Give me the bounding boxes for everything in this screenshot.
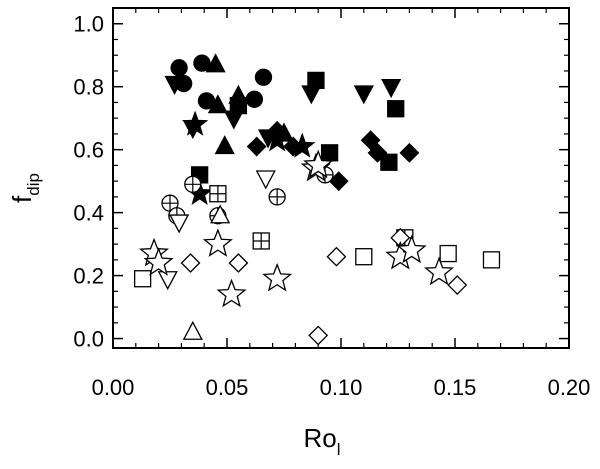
- open-star-point: [202, 228, 233, 257]
- open-square-plus-point-cross: [253, 232, 270, 249]
- filled-triangle-down-point: [381, 79, 402, 99]
- open-diamond-point: [447, 275, 468, 295]
- filled-triangle-down-point: [353, 85, 374, 105]
- open-circle-plus-point-cross: [184, 176, 201, 193]
- open-circle-plus-point-cross: [162, 195, 178, 212]
- filled-diamond-point: [367, 142, 388, 163]
- open-diamond-point: [228, 253, 249, 273]
- filled-circle-point: [170, 59, 188, 77]
- open-triangle-down-point: [169, 214, 190, 234]
- filled-triangle-down-point: [164, 75, 185, 95]
- open-triangle-down-point: [157, 271, 178, 291]
- open-triangle-up-point: [182, 320, 203, 340]
- y-tick-label: 0.0: [73, 327, 104, 352]
- filled-diamond-point: [360, 130, 381, 151]
- open-square-plus-point-cross: [209, 185, 226, 202]
- filled-circle-point: [245, 90, 264, 108]
- y-tick-label: 0.2: [73, 264, 104, 289]
- open-star-point: [262, 262, 293, 292]
- open-star-point: [143, 247, 174, 276]
- axis-ticks: [112, 8, 570, 348]
- x-tick-label: 0.00: [92, 375, 135, 400]
- filled-square-point: [387, 100, 405, 118]
- y-tick-label: 0.4: [73, 201, 104, 226]
- open-square-point: [133, 270, 152, 288]
- y-tick-label: 0.6: [73, 138, 104, 163]
- x-tick-label: 0.15: [434, 375, 477, 400]
- filled-circle-point: [193, 54, 211, 72]
- x-axis-label-sub: l: [337, 440, 341, 459]
- x-axis-label: Rol: [303, 423, 340, 459]
- filled-triangle-up-point: [214, 135, 235, 155]
- filled-diamond-point: [399, 142, 420, 163]
- open-diamond-point: [308, 325, 329, 346]
- filled-star-point: [263, 126, 291, 152]
- y-axis-label: fdip: [7, 173, 43, 203]
- open-square-point: [439, 244, 457, 263]
- open-diamond-point: [326, 246, 347, 267]
- filled-square-point: [229, 96, 248, 115]
- filled-star-point: [289, 132, 316, 158]
- open-star-point: [396, 234, 427, 264]
- open-triangle-down-point: [255, 170, 276, 190]
- filled-square-point: [307, 71, 325, 90]
- y-axis-label-sub: dip: [24, 173, 43, 196]
- y-axis-label-main: f: [7, 195, 37, 203]
- open-square-point: [482, 251, 501, 269]
- data-points: [133, 53, 501, 346]
- filled-triangle-up-point: [207, 94, 228, 114]
- filled-triangle-up-point: [205, 53, 226, 73]
- y-tick-label: 0.8: [73, 75, 104, 100]
- open-star-point: [216, 278, 247, 308]
- open-star-point: [424, 256, 455, 286]
- open-square-point: [355, 248, 373, 266]
- x-axis-label-main: Ro: [303, 423, 336, 453]
- open-diamond-point: [180, 253, 201, 273]
- open-star-point: [303, 149, 334, 179]
- x-tick-label: 0.10: [320, 375, 363, 400]
- filled-square-point: [320, 144, 339, 162]
- open-circle-plus-point-cross: [269, 188, 286, 205]
- x-tick-label: 0.20: [548, 375, 591, 400]
- filled-circle-point: [254, 68, 273, 86]
- filled-diamond-point: [246, 136, 267, 157]
- filled-star-point: [181, 110, 209, 136]
- filled-square-point: [380, 153, 398, 171]
- y-tick-label: 1.0: [73, 12, 104, 37]
- tick-labels: 0.00 0.05 0.10 0.15 0.20 0.0 0.2 0.4 0.6 0.8 1.0: [73, 12, 590, 400]
- open-triangle-up-point: [210, 204, 231, 224]
- x-tick-label: 0.05: [206, 375, 249, 400]
